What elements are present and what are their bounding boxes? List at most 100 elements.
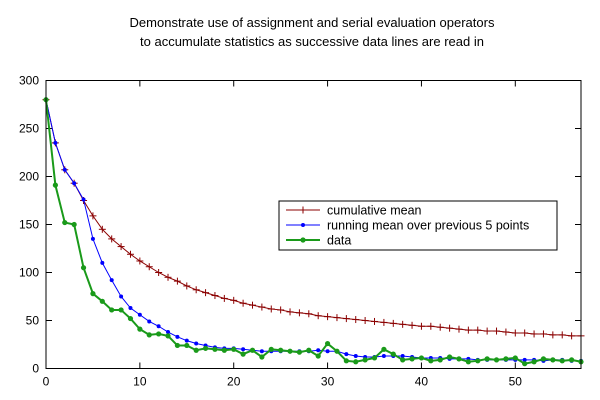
data-point (202, 289, 210, 297)
data-point (493, 327, 501, 335)
data-point (446, 324, 454, 332)
data-point (400, 354, 405, 359)
y-tick-label: 100 (19, 266, 39, 280)
data-point (128, 306, 133, 311)
data-point (98, 225, 106, 233)
data-point (408, 321, 416, 329)
data-point (80, 265, 87, 271)
data-point (267, 305, 275, 313)
data-point (241, 347, 246, 352)
data-point (371, 355, 378, 361)
data-point (483, 327, 491, 335)
data-point (136, 257, 144, 265)
data-point (258, 303, 266, 311)
data-point (155, 269, 163, 276)
x-axis-ticks: 0 10 20 30 40 50 (43, 80, 522, 389)
data-point (71, 221, 77, 228)
data-point (175, 334, 180, 339)
data-point (324, 313, 332, 321)
data-point (455, 325, 463, 333)
data-point (277, 306, 285, 314)
data-point (62, 219, 68, 226)
data-point (353, 354, 358, 359)
data-point (464, 326, 472, 334)
data-point (559, 358, 565, 364)
x-tick-label: 0 (43, 375, 50, 389)
data-point (89, 212, 97, 220)
data-point (146, 332, 152, 338)
legend-label: running mean over previous 5 points (327, 219, 529, 233)
plot-series (42, 96, 585, 367)
data-point (81, 197, 86, 202)
data-point (192, 286, 200, 294)
data-point (184, 338, 189, 343)
data-point (127, 315, 134, 322)
data-point (184, 342, 190, 349)
plot-frame (45, 80, 582, 369)
data-point (164, 273, 172, 281)
data-point (62, 167, 67, 172)
data-point (220, 294, 228, 302)
data-point (165, 333, 171, 339)
data-point (361, 317, 369, 324)
data-point (371, 317, 379, 325)
data-point (316, 348, 321, 353)
series-line (45, 99, 582, 365)
data-point (437, 357, 443, 363)
data-point (344, 352, 349, 357)
data-point (145, 263, 153, 271)
data-point (539, 330, 547, 338)
data-point (381, 354, 386, 359)
series-0 (42, 96, 585, 340)
data-point (194, 341, 199, 346)
y-axis-ticks: 0 50 100 150 200 250 300 (19, 74, 581, 376)
legend-box (278, 200, 558, 251)
data-point (156, 331, 162, 337)
data-point (540, 356, 547, 362)
data-point (183, 282, 191, 290)
data-point (334, 348, 340, 354)
data-point (109, 307, 115, 313)
data-point (436, 323, 444, 331)
x-tick-label: 40 (415, 375, 429, 389)
data-point (324, 340, 331, 347)
data-point (259, 349, 264, 354)
data-point (446, 354, 453, 360)
data-point (295, 309, 303, 317)
data-point (428, 358, 434, 364)
data-point (531, 359, 537, 365)
data-point (126, 250, 134, 258)
data-point (409, 356, 415, 362)
data-point (475, 358, 481, 364)
data-point (147, 319, 152, 324)
data-point (530, 330, 538, 338)
chart-title-line-2: to accumulate statistics as successive d… (140, 34, 484, 49)
data-point (512, 355, 518, 361)
data-point (90, 236, 95, 241)
data-point (156, 324, 161, 329)
legend-label: cumulative mean (327, 204, 422, 218)
x-tick-label: 20 (227, 375, 241, 389)
data-point (343, 358, 349, 364)
data-point (174, 342, 181, 349)
data-point (389, 319, 397, 327)
data-point (202, 345, 209, 351)
data-point (418, 355, 425, 361)
data-point (231, 346, 237, 352)
data-point (417, 322, 425, 330)
y-tick-label: 50 (26, 314, 40, 328)
data-point (230, 296, 238, 304)
data-point (166, 330, 171, 335)
data-point (474, 326, 482, 334)
data-point (248, 301, 256, 309)
data-point (381, 346, 387, 352)
data-point (259, 354, 265, 360)
data-point (299, 206, 307, 214)
data-point (239, 299, 247, 307)
data-point (399, 320, 407, 328)
data-point (465, 359, 471, 365)
y-tick-label: 200 (19, 170, 39, 184)
data-point (569, 357, 575, 363)
